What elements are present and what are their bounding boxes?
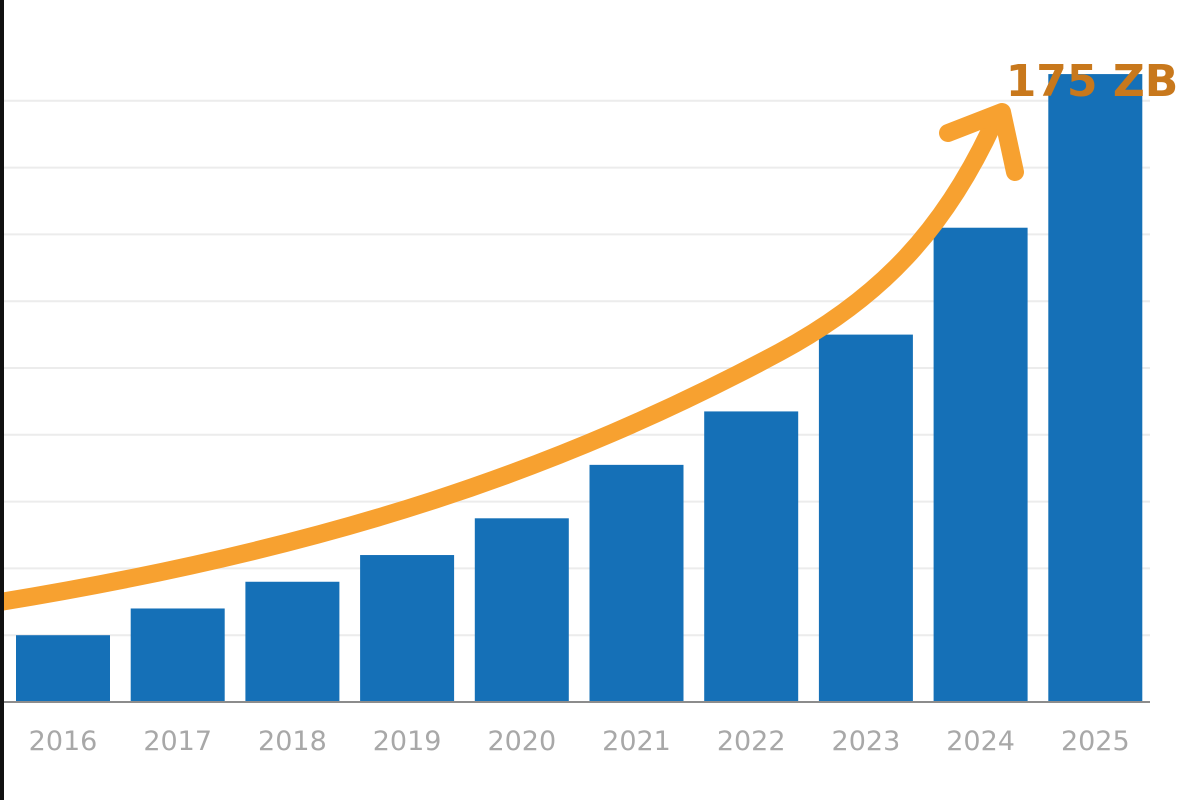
x-tick-label-2022: 2022 bbox=[717, 726, 786, 757]
x-tick-label-2019: 2019 bbox=[373, 726, 442, 757]
x-tick-label-2021: 2021 bbox=[602, 726, 671, 757]
bar-2021 bbox=[589, 464, 684, 702]
x-tick-label-2025: 2025 bbox=[1061, 726, 1130, 757]
x-tick-label-2017: 2017 bbox=[143, 726, 212, 757]
x-tick-labels: 2016 2017 2018 2019 2020 2021 2022 2023 2024 2025 bbox=[29, 726, 1130, 757]
bar-2016 bbox=[16, 635, 110, 702]
bar-2018 bbox=[245, 581, 340, 702]
bar-2022 bbox=[704, 411, 799, 702]
bar-2023 bbox=[818, 334, 913, 702]
trend-arrow-shaft bbox=[0, 111, 1004, 611]
x-tick-label-2024: 2024 bbox=[946, 726, 1015, 757]
bars bbox=[16, 74, 1143, 702]
annotation-label: 175 ZB bbox=[1006, 56, 1179, 107]
bar-2017 bbox=[130, 608, 225, 702]
x-tick-label-2020: 2020 bbox=[487, 726, 556, 757]
x-tick-label-2018: 2018 bbox=[258, 726, 327, 757]
bar-2019 bbox=[360, 555, 455, 702]
x-tick-label-2016: 2016 bbox=[29, 726, 98, 757]
trend-arrow-head bbox=[939, 103, 1024, 181]
bar-2025 bbox=[1048, 74, 1143, 702]
trend-arrow bbox=[0, 103, 1024, 611]
bar-2024 bbox=[933, 227, 1028, 702]
bar-2020 bbox=[474, 518, 569, 702]
x-tick-label-2023: 2023 bbox=[832, 726, 901, 757]
frame-edge bbox=[0, 0, 4, 800]
